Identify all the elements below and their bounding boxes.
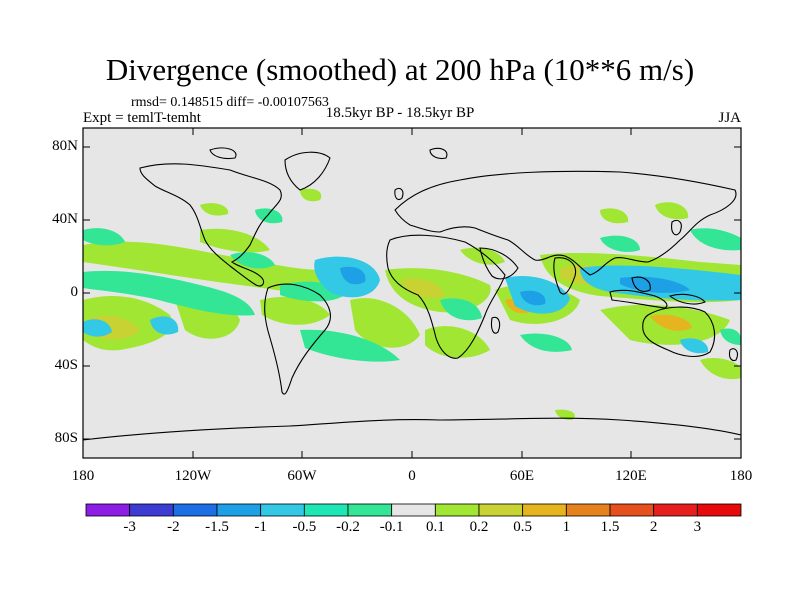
coast-indonesia: [609, 289, 668, 309]
field-patch: [260, 296, 330, 325]
field-patch: [440, 298, 482, 321]
coast-north-america: [139, 163, 282, 287]
coast-new-guinea: [668, 293, 706, 305]
map-title: Divergence (smoothed) at 200 hPa (10**6 …: [105, 52, 695, 87]
coast-new-zealand: [728, 348, 738, 362]
field-patch: [600, 208, 629, 224]
colorbar-swatch: [565, 503, 611, 517]
coast-antarctica: [83, 417, 741, 441]
colorbar-label: 0.2: [469, 519, 489, 535]
coast-uk: [394, 187, 404, 201]
colorbar-label: 1: [562, 519, 571, 535]
lon-label: 60E: [509, 468, 535, 484]
field-patch: [200, 203, 229, 216]
colorbar-swatch: [434, 503, 480, 517]
field-patch: [255, 208, 283, 224]
colorbar-label: -2: [167, 519, 180, 535]
colorbar-swatch: [347, 503, 393, 517]
coast-madagascar: [490, 316, 501, 334]
colorbar: [85, 503, 742, 517]
period-label: 18.5kyr BP - 18.5kyr BP: [325, 105, 475, 121]
colorbar-label: 2: [649, 519, 658, 535]
coast-india: [553, 257, 577, 295]
field-patch: [520, 290, 546, 306]
colorbar-label: -0.1: [379, 519, 404, 535]
lon-label: 60W: [287, 468, 317, 484]
field-patch: [83, 228, 125, 246]
colorbar-swatch: [85, 503, 131, 517]
colorbar-swatch: [653, 503, 698, 517]
colorbar-swatch: [216, 503, 262, 517]
colorbar-label: -1.5: [205, 519, 229, 535]
field-patch: [690, 228, 741, 251]
colorbar-swatch: [391, 503, 436, 517]
field-patch: [230, 252, 275, 269]
coast-japan: [671, 219, 682, 236]
colorbar-swatch: [609, 503, 655, 517]
field-patch: [700, 357, 741, 380]
colorbar-swatch: [522, 503, 567, 517]
lon-label: 120W: [174, 468, 212, 484]
field-patch: [650, 314, 692, 331]
coast-africa: [386, 234, 506, 359]
field-patch: [300, 188, 322, 202]
colorbar-label: 1.5: [600, 519, 620, 535]
lon-label: 180: [71, 468, 95, 484]
colorbar-label: -1: [254, 519, 267, 535]
colorbar-label: -3: [123, 519, 136, 535]
coast-arabia: [479, 247, 519, 280]
field-patch: [400, 278, 445, 299]
field-patch: [555, 409, 575, 420]
field-patch: [340, 266, 366, 285]
coast-eurasia: [394, 170, 737, 276]
colorbar-swatch: [260, 503, 305, 517]
coast-svalbard: [429, 147, 448, 160]
lon-label: 120E: [615, 468, 647, 484]
colorbar-swatch: [696, 503, 742, 517]
colorbar-swatch: [172, 503, 218, 517]
field-patch: [200, 228, 270, 253]
field-patch: [83, 319, 112, 337]
field-patch: [720, 328, 741, 345]
lat-label: 40N: [52, 211, 78, 227]
lon-label: 0: [408, 468, 416, 484]
coast-borneo: [631, 276, 651, 293]
field-patch: [300, 329, 400, 362]
colorbar-label: -0.2: [336, 519, 360, 535]
lat-label: 80N: [52, 138, 78, 154]
field-patch: [83, 270, 255, 316]
colorbar-label: 0.1: [425, 519, 445, 535]
field-patch: [520, 333, 572, 352]
colorbar-swatch: [129, 503, 174, 517]
rmsd-diff-stats: rmsd= 0.148515 diff= -0.00107563: [131, 95, 329, 110]
field-patch: [655, 202, 689, 220]
field-patch: [600, 235, 640, 252]
experiment-label: Expt = temlT-temht: [83, 110, 201, 126]
field-patch: [680, 338, 709, 354]
lat-label: 80S: [54, 430, 78, 446]
field-patch: [150, 316, 179, 335]
lat-label: 0: [70, 284, 79, 300]
axis-ticks: [83, 128, 741, 458]
field-patch: [83, 241, 370, 295]
colorbar-label: 0.5: [513, 519, 533, 535]
colorbar-label: -0.5: [292, 519, 317, 535]
coast-arctic-islands: [209, 147, 237, 160]
lat-label: 40S: [54, 357, 78, 373]
colorbar-label: 3: [693, 519, 702, 535]
colorbar-swatch: [303, 503, 349, 517]
colorbar-swatch: [478, 503, 524, 517]
coast-greenland: [284, 151, 331, 191]
coast-south-america: [264, 283, 331, 395]
season-label: JJA: [718, 110, 741, 126]
coastlines: [83, 147, 741, 441]
lon-label: 180: [729, 468, 753, 484]
field-patch: [350, 298, 420, 348]
coast-australia: [642, 306, 716, 358]
